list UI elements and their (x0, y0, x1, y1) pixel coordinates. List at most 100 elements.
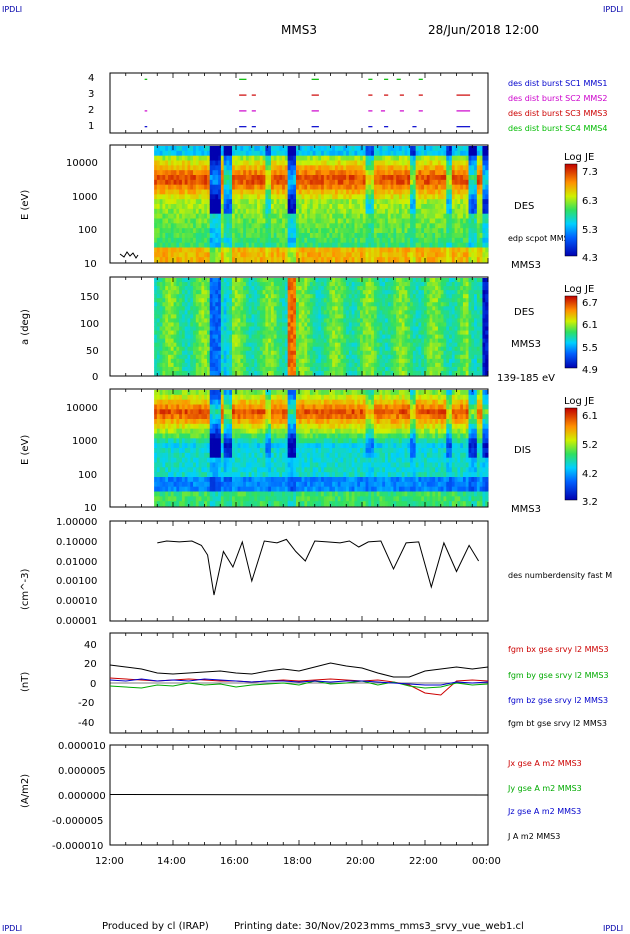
des-energy-cell (479, 199, 483, 205)
des-pitch-cell (387, 346, 392, 352)
des-energy-cell (251, 237, 255, 244)
des-energy-cell (165, 165, 169, 171)
des-energy-cell (237, 160, 241, 166)
des-pitch-cell (220, 330, 225, 335)
des-energy-cell (212, 184, 216, 190)
des-energy-cell (407, 184, 411, 190)
des-pitch-cell (301, 362, 305, 368)
des-pitch-cell (290, 298, 294, 303)
des-pitch-cell (273, 318, 277, 323)
des-energy-cell (421, 179, 425, 186)
des-pitch-cell (251, 310, 255, 315)
des-energy-cell (435, 160, 439, 166)
des-energy-cell (287, 146, 291, 152)
des-energy-cell (220, 160, 225, 166)
des-energy-cell (245, 228, 250, 234)
des-energy-cell (248, 189, 252, 195)
des-energy-cell (309, 160, 314, 166)
des-pitch-cell (154, 278, 158, 283)
des-energy-cell (184, 194, 188, 200)
des-energy-cell (368, 199, 372, 205)
des-energy-cell (362, 233, 366, 239)
des-pitch-cell (393, 294, 397, 299)
des-energy-cell (176, 184, 180, 190)
des-pitch-cell (279, 366, 283, 372)
des-energy-cell (232, 213, 236, 219)
des-energy-cell (343, 223, 347, 229)
des-energy-cell (479, 146, 483, 152)
des-energy-cell (279, 179, 283, 186)
des-pitch-cell (348, 326, 353, 331)
des-energy-cell (165, 155, 169, 161)
des-pitch-cell (301, 278, 305, 283)
des-pitch-cell (360, 346, 364, 352)
des-energy-cell (198, 223, 202, 229)
des-energy-cell (387, 179, 392, 186)
des-energy-cell (251, 194, 255, 200)
des-pitch-cell (187, 354, 191, 360)
des-energy-cell (432, 155, 436, 161)
des-pitch-cell (282, 338, 286, 344)
des-pitch-cell (348, 306, 353, 311)
des-pitch-cell (223, 338, 227, 344)
des-energy-cell (451, 208, 456, 215)
des-energy-cell (343, 155, 347, 161)
des-pitch-cell (251, 286, 255, 291)
des-energy-cell (237, 208, 241, 215)
des-energy-cell (229, 175, 233, 181)
des-pitch-cell (301, 366, 305, 372)
des-energy-cell (195, 223, 200, 229)
des-energy-cell (290, 223, 294, 229)
des-energy-cell (259, 199, 264, 205)
des-energy-cell (387, 160, 392, 166)
des-energy-cell (170, 175, 174, 181)
des-energy-cell (429, 247, 433, 253)
des-pitch-cell (243, 354, 247, 360)
des-energy-cell (234, 184, 238, 190)
des-pitch-cell (156, 294, 161, 299)
des-energy-cell (215, 237, 219, 244)
des-pitch-cell (368, 286, 372, 291)
des-energy-cell (243, 208, 247, 215)
des-energy-cell (268, 213, 272, 219)
des-energy-cell (343, 204, 347, 210)
des-energy-cell (462, 223, 467, 229)
des-energy-cell (195, 175, 200, 181)
des-energy-cell (457, 237, 461, 244)
des-pitch-cell (198, 318, 202, 323)
des-energy-cell (382, 237, 386, 244)
des-pitch-cell (326, 322, 330, 327)
des-energy-cell (407, 242, 411, 248)
des-pitch-cell (259, 298, 264, 303)
des-energy-cell (209, 170, 213, 176)
des-energy-cell (440, 170, 444, 176)
des-pitch-cell (159, 314, 163, 319)
des-pitch-cell (184, 326, 188, 331)
des-energy-cell (393, 218, 397, 224)
des-energy-cell (195, 233, 200, 239)
des-energy-cell (170, 213, 174, 219)
des-energy-cell (432, 242, 436, 248)
des-energy-cell (468, 170, 472, 176)
des-pitch-cell (204, 286, 208, 291)
des-energy-cell (307, 194, 311, 200)
des-energy-cell (362, 165, 366, 171)
des-pitch-cell (206, 282, 211, 287)
des-energy-cell (426, 213, 430, 219)
des-energy-cell (284, 252, 289, 258)
des-pitch-cell (232, 314, 236, 319)
des-energy-cell (173, 233, 177, 239)
des-pitch-cell (279, 346, 283, 352)
des-energy-cell (159, 199, 163, 205)
des-energy-cell (257, 242, 261, 248)
des-energy-cell (156, 179, 161, 186)
des-energy-cell (312, 228, 316, 234)
des-energy-cell (432, 247, 436, 253)
des-pitch-cell (334, 302, 339, 307)
des-energy-cell (270, 165, 275, 171)
des-pitch-cell (190, 338, 194, 344)
des-energy-cell (479, 160, 483, 166)
des-energy-cell (407, 204, 411, 210)
des-energy-cell (170, 199, 174, 205)
des-energy-cell (424, 175, 428, 181)
